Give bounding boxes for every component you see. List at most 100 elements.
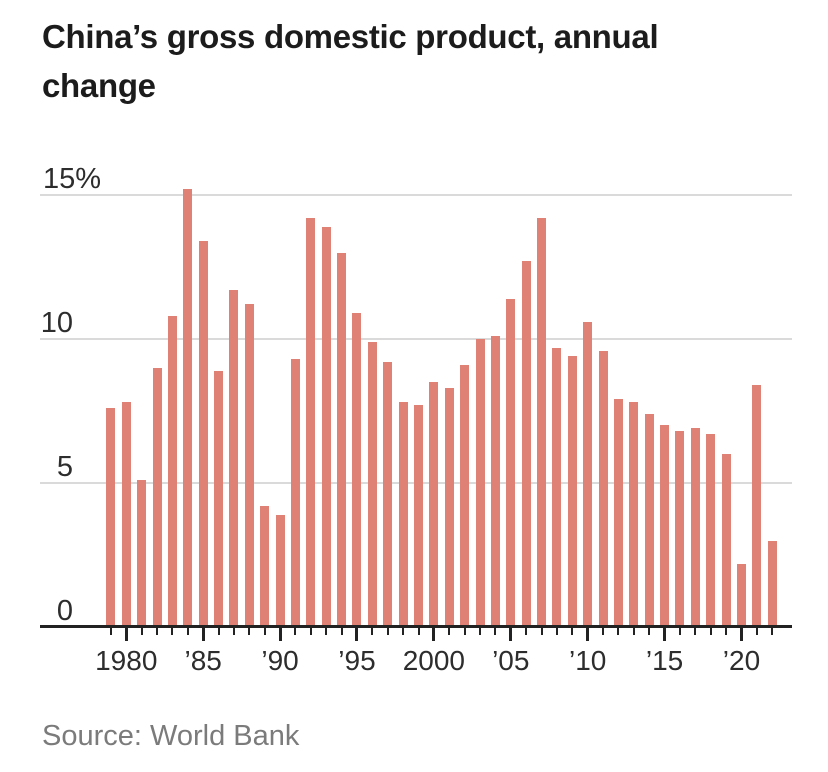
x-minor-tick-1986 [217,628,220,635]
y-axis-label-5: 5 [56,451,73,483]
x-minor-tick-2018 [709,628,712,635]
y-axis-label-0: 0 [56,595,73,627]
x-axis-label-2000: 2000 [402,645,466,676]
x-major-tick-2005 [509,628,513,641]
x-axis-label-1985: ’85 [184,645,222,676]
bar-2011 [598,350,608,625]
bar-2009 [567,356,577,625]
bar-2008 [552,347,562,625]
x-axis-label-2005: ’05 [492,645,530,676]
bar-1992 [306,218,316,625]
bar-1989 [260,506,270,625]
y-gridline-15 [40,194,792,196]
x-minor-tick-1999 [417,628,420,635]
x-minor-tick-2012 [617,628,620,635]
bar-2015 [660,425,670,625]
bar-2001 [444,387,454,625]
x-axis-label-1990: ’90 [261,645,299,676]
x-minor-tick-1996 [371,628,374,635]
x-minor-tick-1982 [156,628,159,635]
x-minor-tick-1983 [171,628,174,635]
x-minor-tick-1994 [340,628,343,635]
x-minor-tick-1979 [109,628,112,635]
x-minor-tick-2009 [571,628,574,635]
x-minor-tick-1997 [386,628,389,635]
bar-2012 [613,399,623,625]
x-minor-tick-2014 [648,628,651,635]
bar-2006 [521,261,531,625]
x-minor-tick-2004 [494,628,497,635]
x-major-tick-2015 [663,628,667,641]
x-minor-tick-2003 [479,628,482,635]
bar-2005 [506,298,516,625]
x-minor-tick-1981 [140,628,143,635]
x-minor-tick-1989 [263,628,266,635]
bar-2022 [767,540,777,625]
x-axis-label-2015: ’15 [645,645,684,676]
bar-1997 [383,362,393,625]
x-minor-tick-2007 [540,628,543,635]
bar-1999 [414,405,423,625]
y-gridline-10 [40,338,792,340]
x-major-tick-2010 [586,628,590,641]
x-minor-tick-2001 [448,628,451,635]
bar-2004 [490,336,500,625]
bar-2018 [706,434,716,625]
bar-1979 [106,408,116,625]
bar-2002 [460,364,470,625]
bar-1985 [198,241,208,625]
x-minor-tick-1984 [186,628,189,635]
x-minor-tick-2011 [602,628,605,635]
bar-1996 [367,341,377,625]
x-minor-tick-2013 [632,628,635,635]
x-axis-label-1995: ’95 [338,645,376,676]
bar-2013 [629,402,639,625]
bar-2021 [752,385,762,625]
bar-1980 [121,402,131,625]
bar-2019 [721,454,731,625]
bar-1988 [244,304,254,625]
x-minor-tick-1992 [309,628,312,635]
bar-1982 [152,367,162,625]
x-axis-label-2010: ’10 [568,645,607,676]
x-minor-tick-1988 [248,628,251,635]
x-axis-label-2020: ’20 [722,645,761,676]
bar-1990 [275,514,285,625]
y-axis-label-10: 10 [40,307,73,339]
x-minor-tick-2017 [694,628,697,635]
x-axis-line [40,625,792,628]
bar-2014 [644,413,654,625]
bar-1983 [167,315,177,625]
x-major-tick-1990 [278,628,282,641]
bar-1994 [337,252,347,625]
x-minor-tick-2022 [771,628,774,635]
x-minor-tick-2002 [463,628,466,635]
x-major-tick-2000 [432,628,436,641]
x-minor-tick-2021 [755,628,758,635]
y-axis-label-15: 15% [43,163,102,195]
bar-2010 [583,321,593,625]
source-attribution: Source: World Bank [42,720,300,752]
x-minor-tick-1987 [232,628,235,635]
bar-1991 [290,359,300,625]
x-major-tick-1980 [124,628,128,641]
bar-1993 [321,226,331,625]
x-major-tick-2020 [739,628,743,641]
x-minor-tick-2008 [555,628,558,635]
bar-1981 [137,480,147,625]
x-minor-tick-2016 [678,628,681,635]
bar-2016 [675,431,685,625]
chart-title: China’s gross domestic product, annual c… [42,18,659,104]
bar-1986 [214,370,224,625]
x-minor-tick-2019 [725,628,728,635]
x-minor-tick-1991 [294,628,297,635]
bar-1995 [352,313,362,625]
bar-1998 [398,402,408,625]
x-minor-tick-1998 [402,628,405,635]
bar-2000 [429,382,439,625]
bar-2007 [537,218,547,625]
bar-2003 [475,339,485,625]
bar-1984 [183,189,193,625]
